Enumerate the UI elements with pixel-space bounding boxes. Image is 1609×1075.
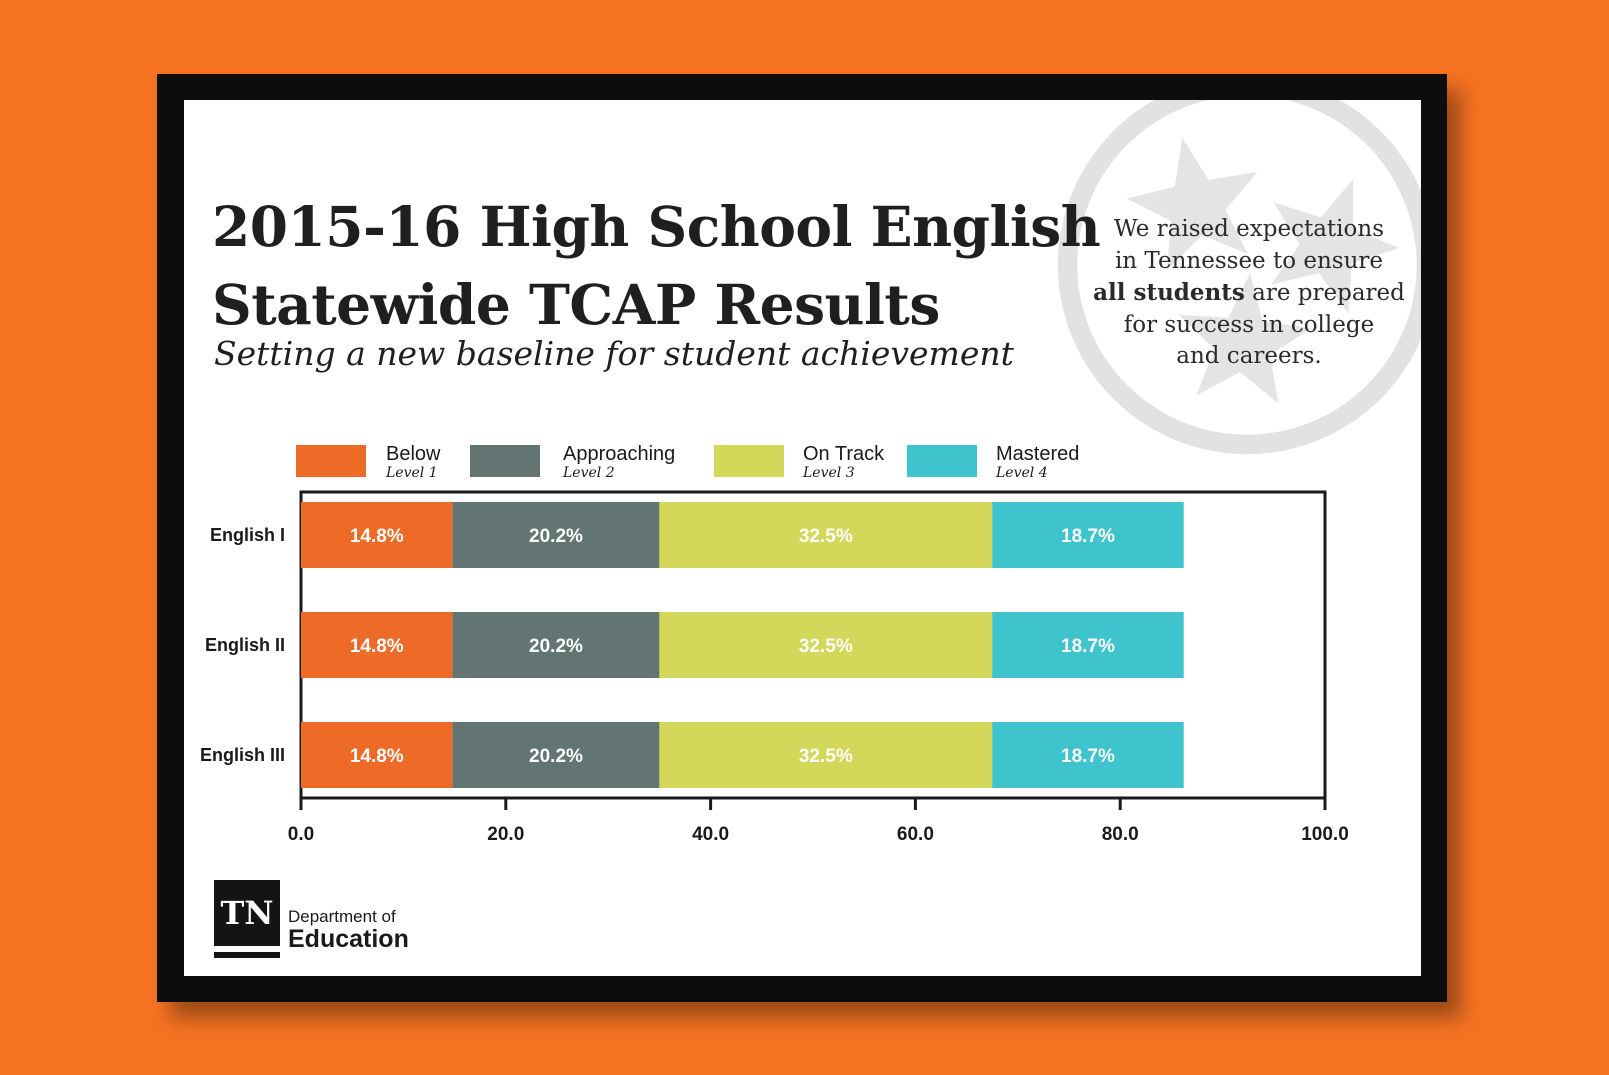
- category-label: English III: [200, 745, 285, 765]
- note-bold: all students: [1093, 279, 1245, 306]
- note-line-3: are prepared: [1244, 280, 1405, 306]
- bar-segment: [659, 722, 993, 788]
- tn-logo-mark: TN: [214, 880, 280, 952]
- data-label: 18.7%: [1061, 636, 1115, 657]
- expectations-note: We raised expectations in Tennessee to e…: [1089, 214, 1409, 373]
- logo-line-1: Department of: [288, 906, 396, 926]
- x-tick-label: 80.0: [1102, 824, 1139, 845]
- note-line-1: We raised expectations: [1113, 216, 1384, 242]
- legend-swatch-mastered: [907, 445, 977, 477]
- data-label: 20.2%: [529, 526, 583, 547]
- bar-segment: [452, 612, 660, 678]
- data-label: 14.8%: [350, 746, 404, 767]
- bar-segment: [301, 722, 453, 788]
- logo-line-2: Education: [288, 924, 409, 953]
- logo-wordmark: Department of Education: [288, 908, 409, 952]
- bar-segment: [301, 502, 453, 568]
- legend-label-below: Below: [386, 443, 441, 465]
- legend-sublabel-on-track: Level 3: [802, 465, 855, 481]
- data-label: 14.8%: [350, 636, 404, 657]
- tristar-emblem: [1057, 100, 1421, 455]
- data-label: 20.2%: [529, 746, 583, 767]
- note-line-2: in Tennessee to ensure: [1114, 247, 1384, 274]
- data-label: 32.5%: [799, 746, 853, 767]
- legend-label-approaching: Approaching: [563, 443, 675, 465]
- legend-sublabel-below: Level 1: [385, 465, 438, 481]
- data-label: 32.5%: [799, 636, 853, 657]
- note-line-4: for success in college: [1123, 311, 1375, 338]
- tn-education-logo: TN Department of Education: [214, 880, 409, 952]
- bar-segment: [659, 612, 993, 678]
- bar-segment: [452, 502, 660, 568]
- data-label: 32.5%: [799, 526, 853, 547]
- legend-swatch-approaching: [470, 445, 540, 477]
- page-title: 2015-16 High School English Statewide TC…: [212, 188, 1101, 344]
- bar-segment: [992, 612, 1184, 678]
- legend-label-mastered: Mastered: [996, 443, 1079, 465]
- bar-segment: [301, 612, 453, 678]
- bar-segment: [992, 502, 1184, 568]
- bar-segment: [659, 502, 993, 568]
- data-label: 20.2%: [529, 636, 583, 657]
- legend-swatch-below: [296, 445, 366, 477]
- page-subtitle: Setting a new baseline for student achie…: [214, 334, 1014, 373]
- data-label: 18.7%: [1061, 746, 1115, 767]
- bar-segment: [992, 722, 1184, 788]
- data-label: 18.7%: [1061, 526, 1115, 547]
- x-tick-label: 100.0: [1301, 824, 1349, 845]
- category-label: English I: [210, 525, 285, 545]
- legend-swatch-on-track: [714, 445, 784, 477]
- legend-sublabel-approaching: Level 2: [562, 465, 615, 481]
- poster-card: 2015-16 High School English Statewide TC…: [184, 100, 1421, 976]
- data-label: 14.8%: [350, 526, 404, 547]
- x-tick-label: 40.0: [692, 824, 729, 845]
- note-line-5: and careers.: [1176, 343, 1322, 369]
- title-line-1: 2015-16 High School English: [212, 194, 1101, 259]
- legend-sublabel-mastered: Level 4: [995, 465, 1048, 481]
- legend-label-on-track: On Track: [803, 443, 885, 465]
- category-label: English II: [205, 635, 285, 655]
- x-tick-label: 20.0: [487, 824, 524, 845]
- bar-segment: [452, 722, 660, 788]
- x-tick-label: 0.0: [288, 824, 314, 845]
- x-tick-label: 60.0: [897, 824, 934, 845]
- title-line-2: Statewide TCAP Results: [212, 272, 940, 337]
